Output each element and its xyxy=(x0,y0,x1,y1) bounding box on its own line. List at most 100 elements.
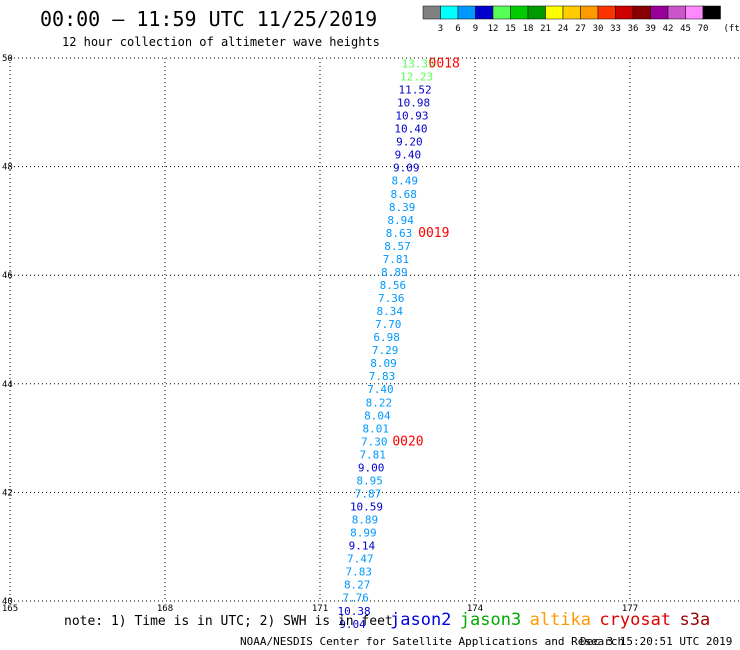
legend-tick-label: 42 xyxy=(663,24,674,34)
legend-swatch xyxy=(562,5,581,20)
satellite-legend: jason2 jason3 altika cryosat s3a xyxy=(390,610,710,630)
y-tick-label: 48 xyxy=(2,163,13,173)
legend-swatch xyxy=(422,5,441,20)
wave-height-point: 12.23 xyxy=(400,70,433,83)
wave-height-point: 8.68 xyxy=(390,188,417,201)
wave-height-point: 8.99 xyxy=(350,527,377,540)
wave-height-point: 7.83 xyxy=(369,370,396,383)
legend-swatch xyxy=(545,5,564,20)
wave-height-point: 8.04 xyxy=(364,409,391,422)
y-tick-label: 44 xyxy=(2,380,13,390)
wave-height-point: 7.29 xyxy=(372,344,399,357)
legend-swatch xyxy=(475,5,494,20)
legend-tick-label: 15 xyxy=(505,24,516,34)
legend-swatch xyxy=(632,5,651,20)
wave-height-point: 8.56 xyxy=(380,279,407,292)
wave-height-point: 8.01 xyxy=(363,422,390,435)
wave-height-point: 8.27 xyxy=(344,579,371,592)
legend-tick-label: 12 xyxy=(488,24,499,34)
pass-labels: 0018 0019 0020 xyxy=(392,56,459,449)
wave-height-point: 10.93 xyxy=(395,110,428,123)
legend-tick-label: 24 xyxy=(558,24,569,34)
wave-height-point: 9.04 xyxy=(339,618,366,631)
wave-height-point: 8.63 xyxy=(386,227,413,240)
legend-tick-label: 70 xyxy=(698,24,709,34)
legend-tick-label: 3 xyxy=(438,24,443,34)
wave-height-point: 9.40 xyxy=(395,149,422,162)
wave-height-point: 7.40 xyxy=(367,383,394,396)
legend-tick-label: 18 xyxy=(523,24,534,34)
y-tick-label: 42 xyxy=(2,488,13,498)
satellite-legend-label: altika xyxy=(530,610,591,630)
wave-height-point: 7.76 xyxy=(342,592,369,605)
wave-height-point: 7.81 xyxy=(383,253,410,266)
x-tick-label: 177 xyxy=(622,604,638,614)
chart-subtitle: 12 hour collection of altimeter wave hei… xyxy=(62,35,380,49)
wave-height-point: 8.57 xyxy=(384,240,411,253)
x-tick-label: 174 xyxy=(467,604,483,614)
pass-time-label: 0018 xyxy=(429,56,460,71)
wave-height-point: 10.38 xyxy=(338,605,371,618)
satellite-legend-label: jason3 xyxy=(460,610,521,630)
x-tick-label: 165 xyxy=(2,604,18,614)
wave-height-point: 8.95 xyxy=(356,474,383,487)
legend-swatch xyxy=(650,5,669,20)
timestamp: Dec 3 15:20:51 UTC 2019 xyxy=(580,635,732,648)
wave-height-point: 9.09 xyxy=(393,162,420,175)
wave-height-point: 7.47 xyxy=(347,553,374,566)
wave-height-point: 8.34 xyxy=(377,305,404,318)
y-tick-label: 46 xyxy=(2,271,13,281)
chart-title: 00:00 — 11:59 UTC 11/25/2019 xyxy=(40,7,377,31)
y-tick-label: 40 xyxy=(2,597,13,607)
legend-tick-label: 27 xyxy=(575,24,586,34)
legend-swatch xyxy=(580,5,599,20)
wave-height-point: 8.39 xyxy=(389,201,416,214)
wave-height-point: 8.94 xyxy=(387,214,414,227)
pass-time-label: 0020 xyxy=(392,434,423,449)
wave-height-point: 9.00 xyxy=(358,461,385,474)
plot-grid xyxy=(9,57,740,602)
wave-height-point: 7.70 xyxy=(375,318,402,331)
legend-swatch xyxy=(457,5,476,20)
legend-swatch xyxy=(510,5,529,20)
pass-time-label: 0019 xyxy=(418,226,449,241)
wave-height-point: 10.98 xyxy=(397,97,430,110)
footnote: note: 1) Time is in UTC; 2) SWH is in fe… xyxy=(64,614,393,629)
legend-swatch xyxy=(597,5,616,20)
wave-height-point: 7.87 xyxy=(355,487,382,500)
legend-tick-label: 6 xyxy=(455,24,460,34)
wave-height-point: 8.89 xyxy=(381,266,408,279)
legend-swatch xyxy=(702,5,721,20)
x-tick-label: 171 xyxy=(312,604,328,614)
wave-height-point: 9.20 xyxy=(396,136,423,149)
x-tick-label: 168 xyxy=(157,604,173,614)
legend-swatch xyxy=(685,5,704,20)
legend-swatch xyxy=(527,5,546,20)
wave-height-point: 7.30 xyxy=(361,435,388,448)
wave-height-point: 7.81 xyxy=(359,448,386,461)
wave-height-point: 8.49 xyxy=(391,175,418,188)
satellite-legend-label: s3a xyxy=(680,610,711,630)
legend-tick-label: 21 xyxy=(540,24,551,34)
legend-tick-label: 33 xyxy=(610,24,621,34)
wave-height-point: 7.36 xyxy=(378,292,405,305)
wave-height-point: 10.40 xyxy=(394,123,427,136)
legend-swatch xyxy=(440,5,459,20)
legend-swatch xyxy=(615,5,634,20)
legend-tick-label: 30 xyxy=(593,24,604,34)
satellite-legend-label: cryosat xyxy=(599,610,671,630)
wave-height-point: 6.98 xyxy=(373,331,400,344)
legend-tick-label: 9 xyxy=(473,24,478,34)
wave-height-point: 11.52 xyxy=(399,83,432,96)
legend-tick-label: 36 xyxy=(628,24,639,34)
y-tick-labels: 40 42 44 46 48 50 xyxy=(2,54,13,607)
wave-height-point: 9.14 xyxy=(349,540,376,553)
legend-unit-label: (ft) xyxy=(724,24,740,34)
legend-swatch xyxy=(492,5,511,20)
legend-tick-label: 45 xyxy=(680,24,691,34)
wave-height-point: 10.59 xyxy=(350,501,383,514)
legend-tick-label: 39 xyxy=(645,24,656,34)
credit-line: NOAA/NESDIS Center for Satellite Applica… xyxy=(240,635,624,648)
